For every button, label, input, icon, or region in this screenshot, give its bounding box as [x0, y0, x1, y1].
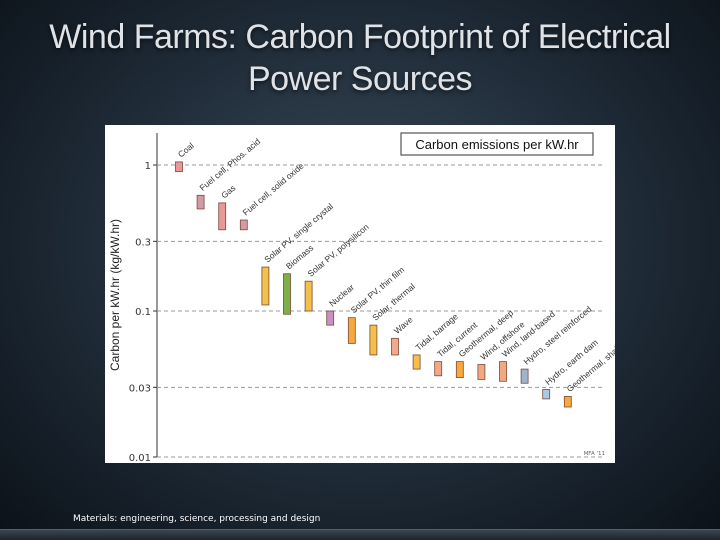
- range-bar: [304, 280, 313, 312]
- range-bar: [434, 361, 443, 377]
- range-bar: [542, 389, 551, 400]
- range-bar: [477, 364, 486, 380]
- bar-label: Fuel cell, solid oxide: [241, 161, 306, 218]
- bar-label: Gas: [219, 183, 237, 201]
- chart-credit: MFA '11: [584, 451, 605, 457]
- chart-panel: 0.01 0.03 0.1 0.3 1 Carbon per kW.hr (kg/kW.h…: [105, 125, 615, 463]
- y-axis-label: Carbon per kW.hr (kg/kW.hr): [108, 219, 122, 371]
- bar-label: Coal: [176, 140, 196, 159]
- slide-title: Wind Farms: Carbon Footprint of Electric…: [20, 16, 700, 100]
- y-tick-label: 0.1: [135, 307, 151, 318]
- range-bar: [326, 310, 335, 326]
- range-bar: [196, 194, 205, 210]
- range-bar: [218, 202, 227, 231]
- range-bar: [369, 324, 378, 356]
- range-bar: [455, 361, 464, 378]
- bottom-bar: [0, 529, 720, 540]
- range-bar: [261, 266, 270, 306]
- range-bar: [239, 219, 248, 231]
- y-tick-label: 0.3: [135, 237, 151, 248]
- range-bar: [391, 337, 399, 356]
- range-bar: [347, 317, 356, 344]
- chart-title-box: [400, 132, 594, 156]
- bar-label: Solar PV, polysilicon: [305, 222, 370, 279]
- bar-label: Solar PV, thin film: [349, 265, 407, 316]
- range-bar: [175, 161, 183, 173]
- chart-title: Carbon emissions per kW.hr: [415, 137, 579, 152]
- range-bar: [520, 368, 529, 384]
- range-bar: [563, 396, 572, 408]
- bar-label: Wave: [392, 314, 415, 336]
- carbon-emissions-chart: 0.01 0.03 0.1 0.3 1 Carbon per kW.hr (kg/kW.h…: [108, 132, 615, 463]
- range-bar: [412, 354, 421, 370]
- y-tick-label: 0.01: [129, 453, 151, 463]
- slide-title-line-1: Wind Farms: Carbon Footprint of Electric…: [49, 18, 671, 56]
- slide-title-line-2: Power Sources: [247, 60, 473, 98]
- range-bar: [499, 361, 507, 382]
- y-tick-label: 1: [145, 161, 151, 172]
- range-bar: [283, 273, 291, 315]
- footer-text: Materials: engineering, science, process…: [73, 514, 321, 524]
- y-tick-label: 0.03: [129, 383, 151, 394]
